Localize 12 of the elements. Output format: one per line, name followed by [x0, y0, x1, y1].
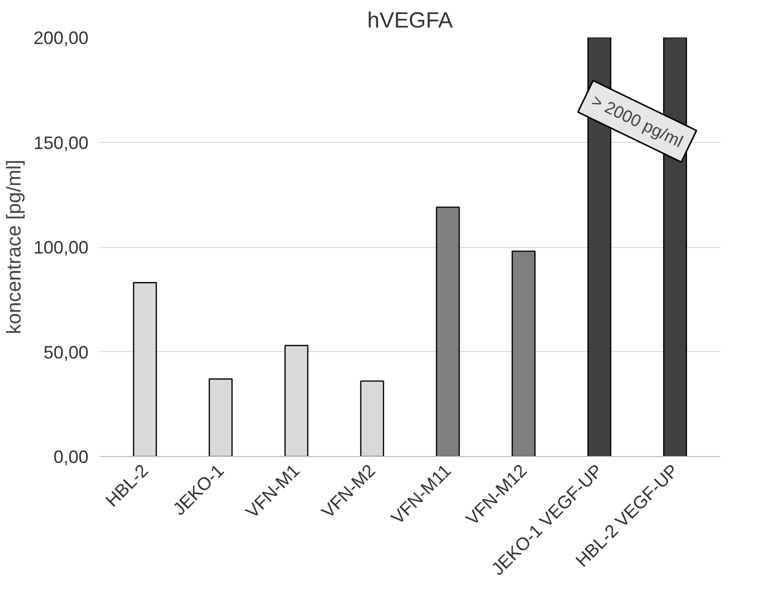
- y-axis-title: koncentrace [pg/ml]: [3, 160, 26, 334]
- chart-title: hVEGFA: [367, 8, 454, 32]
- bar: [208, 378, 233, 456]
- y-tick-label: 200,00: [33, 28, 89, 48]
- y-tick-label: 150,00: [33, 132, 89, 153]
- bar: [512, 250, 536, 456]
- bar: [360, 380, 384, 456]
- y-tick-label: 0,00: [53, 447, 89, 467]
- y-tick-label: 100,00: [33, 238, 89, 258]
- y-tick-label: 50,00: [43, 342, 89, 362]
- annotation: > 2000 pg/ml: [588, 91, 686, 152]
- bar: [436, 206, 460, 456]
